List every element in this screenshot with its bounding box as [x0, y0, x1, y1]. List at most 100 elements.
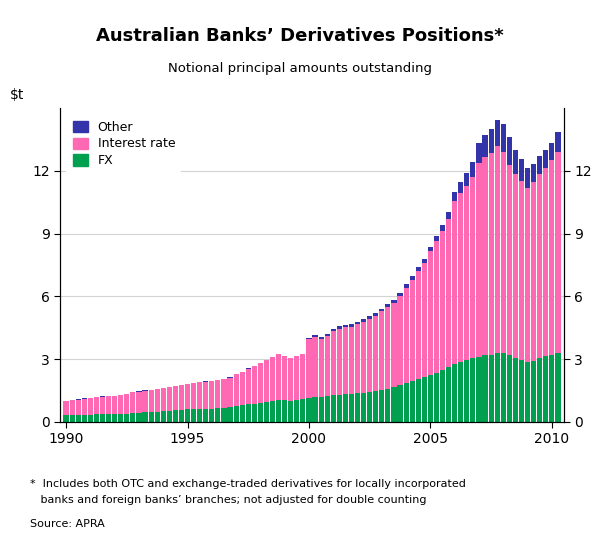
Bar [307, 338, 311, 339]
Bar [106, 396, 111, 414]
Bar [252, 366, 257, 404]
Bar [282, 356, 287, 400]
Bar [245, 368, 251, 404]
Bar [227, 378, 233, 407]
Bar [494, 146, 500, 353]
Bar [537, 358, 542, 422]
Bar [319, 397, 323, 422]
Bar [397, 385, 403, 422]
Bar [397, 293, 403, 296]
Bar [488, 153, 494, 354]
Bar [337, 395, 342, 422]
Bar [343, 394, 348, 422]
Bar [337, 329, 342, 395]
Bar [276, 354, 281, 400]
Bar [519, 181, 524, 360]
Bar [325, 336, 330, 396]
Bar [191, 383, 196, 410]
Bar [70, 415, 75, 422]
Bar [476, 143, 482, 163]
Bar [76, 400, 81, 415]
Bar [149, 390, 154, 412]
Bar [367, 319, 372, 392]
Bar [440, 230, 445, 370]
Bar [100, 414, 105, 422]
Bar [239, 405, 245, 422]
Bar [404, 285, 409, 288]
Bar [118, 395, 124, 414]
Bar [191, 410, 196, 422]
Bar [82, 399, 87, 414]
Bar [470, 177, 475, 358]
Bar [470, 358, 475, 422]
Bar [476, 163, 482, 357]
Bar [343, 327, 348, 394]
Bar [64, 401, 68, 415]
Bar [264, 360, 269, 402]
Bar [185, 410, 190, 422]
Bar [142, 412, 148, 422]
Bar [270, 401, 275, 422]
Bar [349, 324, 354, 327]
Bar [385, 307, 391, 388]
Bar [367, 316, 372, 319]
Bar [136, 392, 142, 413]
Bar [325, 396, 330, 422]
Bar [507, 137, 512, 164]
Bar [410, 276, 415, 280]
Bar [361, 319, 366, 321]
Bar [416, 272, 421, 379]
Bar [543, 168, 548, 356]
Bar [379, 308, 385, 311]
Bar [452, 192, 457, 201]
Bar [373, 313, 379, 316]
Bar [428, 375, 433, 422]
Bar [288, 401, 293, 422]
Bar [464, 360, 469, 422]
Bar [294, 356, 299, 400]
Bar [525, 168, 530, 188]
Bar [313, 334, 317, 337]
Bar [167, 387, 172, 411]
Bar [494, 120, 500, 146]
Bar [276, 400, 281, 422]
Bar [155, 412, 160, 422]
Bar [301, 354, 305, 399]
Bar [434, 241, 439, 373]
Bar [525, 362, 530, 422]
Bar [482, 135, 488, 157]
Bar [239, 372, 245, 405]
Bar [537, 174, 542, 358]
Bar [142, 391, 148, 412]
Bar [391, 300, 397, 303]
Bar [203, 409, 208, 422]
Bar [331, 395, 336, 422]
Bar [391, 303, 397, 387]
Bar [446, 219, 451, 367]
Bar [94, 397, 99, 414]
Text: Notional principal amounts outstanding: Notional principal amounts outstanding [168, 62, 432, 75]
Bar [355, 393, 360, 422]
Bar [258, 364, 263, 403]
Bar [112, 396, 117, 414]
Bar [221, 408, 227, 422]
Bar [173, 386, 178, 411]
Bar [458, 182, 463, 193]
Bar [307, 339, 311, 398]
Bar [319, 337, 323, 339]
Bar [440, 370, 445, 422]
Bar [124, 394, 130, 414]
Bar [488, 129, 494, 153]
Bar [349, 327, 354, 394]
Bar [94, 414, 99, 422]
Bar [331, 332, 336, 395]
Bar [500, 353, 506, 422]
Bar [343, 325, 348, 327]
Bar [422, 263, 427, 377]
Bar [258, 403, 263, 422]
Bar [209, 409, 214, 422]
Bar [313, 337, 317, 397]
Bar [319, 339, 323, 397]
Bar [488, 354, 494, 422]
Bar [458, 193, 463, 362]
